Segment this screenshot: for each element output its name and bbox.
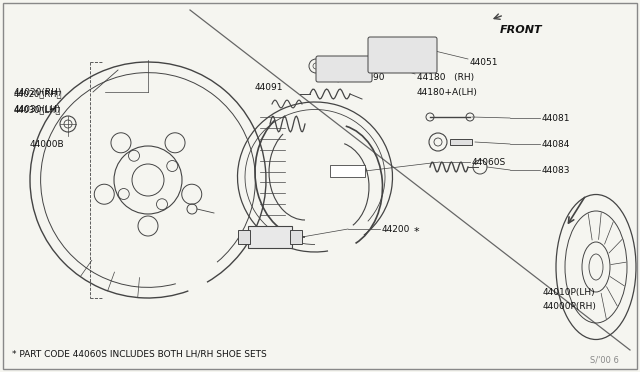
Text: 44020〈RH〉: 44020〈RH〉 xyxy=(14,90,63,99)
Text: 44180+A(LH): 44180+A(LH) xyxy=(417,87,478,96)
FancyBboxPatch shape xyxy=(316,56,372,82)
Text: 44010P(LH): 44010P(LH) xyxy=(543,288,596,296)
Bar xyxy=(290,230,302,244)
Text: 44000P(RH): 44000P(RH) xyxy=(543,302,597,311)
Text: 44200: 44200 xyxy=(382,224,410,234)
Text: 44083: 44083 xyxy=(542,166,570,174)
Text: 44051: 44051 xyxy=(470,58,499,67)
Text: 44084: 44084 xyxy=(542,140,570,148)
Text: 44000B: 44000B xyxy=(30,140,65,148)
Text: *: * xyxy=(414,227,420,237)
Bar xyxy=(450,139,472,145)
Text: 44030(LH): 44030(LH) xyxy=(14,105,61,113)
Text: 44020(RH): 44020(RH) xyxy=(14,87,62,96)
Bar xyxy=(248,226,292,248)
Text: 44091: 44091 xyxy=(255,83,284,92)
Bar xyxy=(330,165,365,177)
FancyBboxPatch shape xyxy=(368,37,437,73)
Text: 44030〈LH〉: 44030〈LH〉 xyxy=(14,106,61,115)
Text: S/'00 6: S/'00 6 xyxy=(590,356,619,365)
Bar xyxy=(238,230,250,244)
Text: * PART CODE 44060S INCLUDES BOTH LH/RH SHOE SETS: * PART CODE 44060S INCLUDES BOTH LH/RH S… xyxy=(12,350,267,359)
Text: 44060S: 44060S xyxy=(472,157,506,167)
Text: 44180   (RH): 44180 (RH) xyxy=(417,73,474,81)
Text: 44090: 44090 xyxy=(357,73,385,81)
Text: 44081: 44081 xyxy=(542,113,570,122)
Text: FRONT: FRONT xyxy=(500,25,543,35)
